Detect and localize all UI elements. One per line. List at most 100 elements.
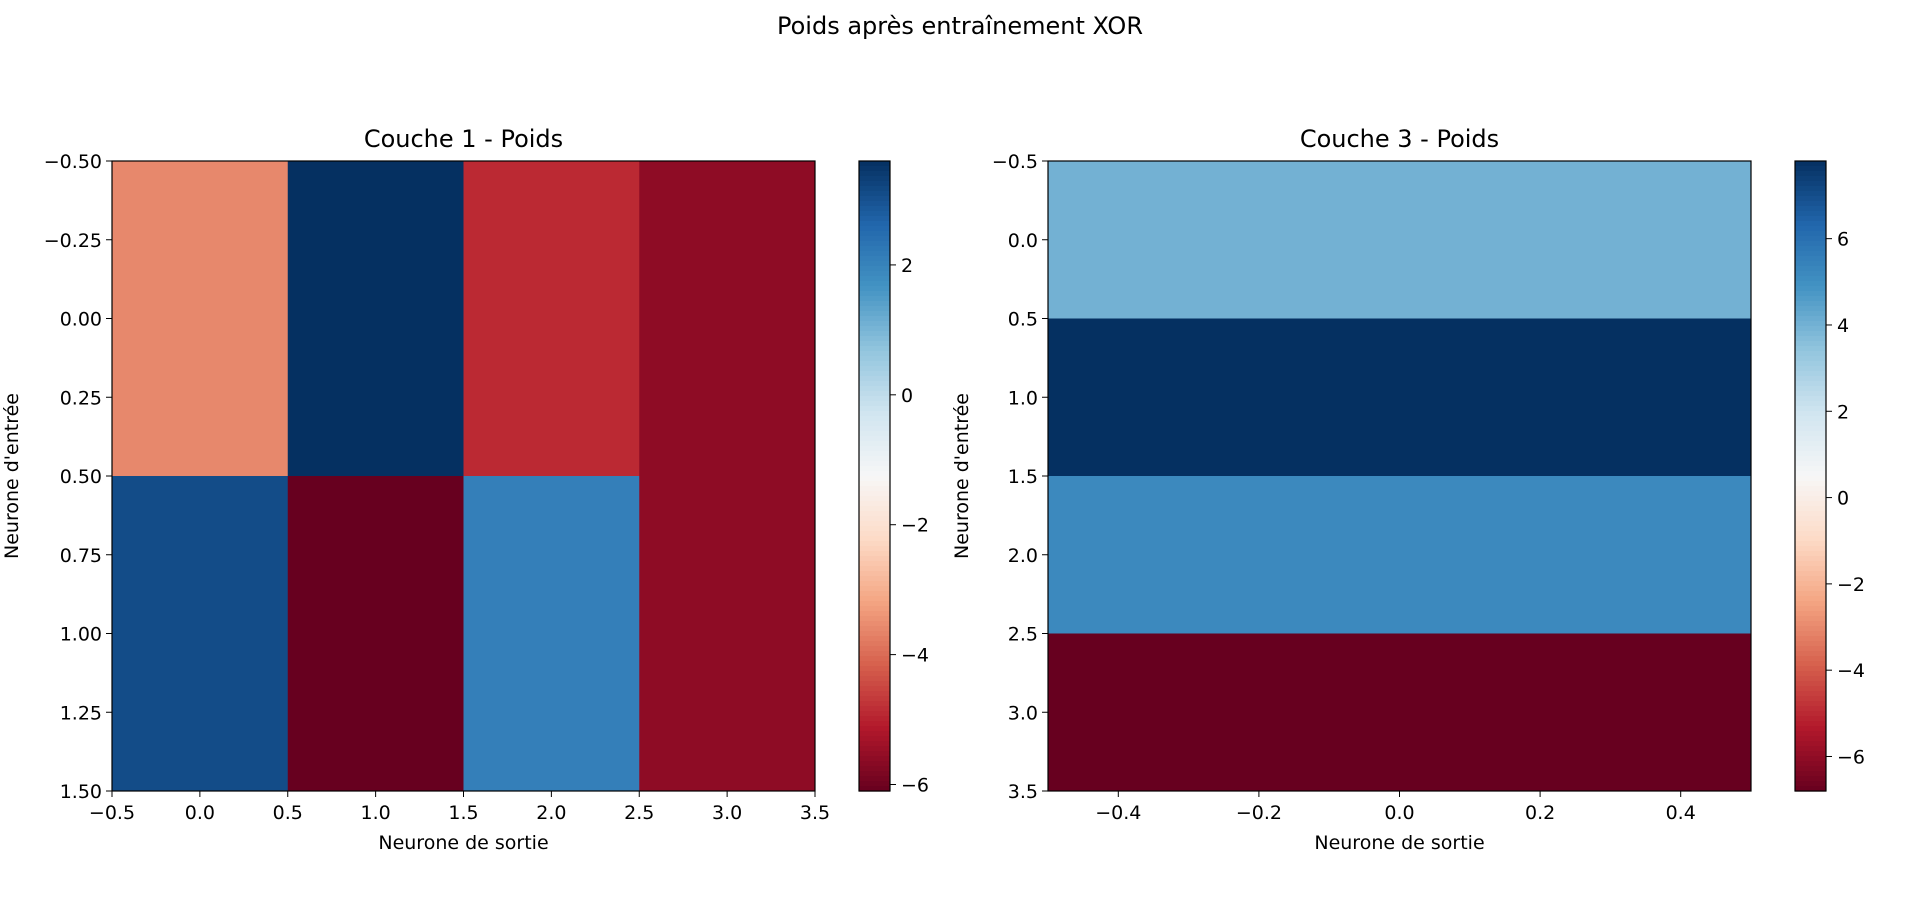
colorbar-segment [1795, 436, 1826, 442]
colorbar-segment [1795, 736, 1826, 742]
y-tick-label: 0.25 [60, 387, 102, 409]
colorbar-segment [859, 591, 890, 597]
colorbar-segment [859, 296, 890, 302]
y-tick-label: 1.0 [1008, 387, 1038, 409]
colorbar-segment [1795, 521, 1826, 527]
y-axis-label: Neurone d'entrée [951, 393, 973, 559]
colorbar-segment [1795, 786, 1826, 792]
colorbar-segment [1795, 491, 1826, 497]
colorbar-segment [859, 251, 890, 257]
colorbar-segment [1795, 706, 1826, 712]
colorbar-segment [1795, 581, 1826, 587]
colorbar-segment [859, 566, 890, 572]
colorbar-segment [1795, 601, 1826, 607]
colorbar-segment [859, 456, 890, 462]
colorbar-segment [1795, 631, 1826, 637]
colorbar-segment [859, 236, 890, 242]
colorbar-segment [1795, 506, 1826, 512]
colorbar-segment [859, 646, 890, 652]
colorbar-segment [859, 231, 890, 237]
colorbar-frame [1794, 160, 1827, 792]
colorbar-segment [1795, 566, 1826, 572]
colorbar-couche-1: −6 −4 −2 0 2 [858, 160, 929, 797]
colorbar-segment [859, 461, 890, 467]
colorbar-segment [1795, 636, 1826, 642]
colorbar-segment [859, 531, 890, 537]
heatmap-cell-r0-c0 [1048, 161, 1752, 319]
colorbar-segment [859, 181, 890, 187]
colorbar-frame [858, 160, 891, 792]
colorbar-segment [859, 491, 890, 497]
colorbar-segment [1795, 641, 1826, 647]
colorbar-segment [1795, 571, 1826, 577]
colorbar-segment [1795, 596, 1826, 602]
colorbar-tick-label: −4 [1837, 660, 1865, 682]
y-tick-label: 1.00 [60, 624, 102, 646]
colorbar-segment [1795, 246, 1826, 252]
colorbar-segment [859, 381, 890, 387]
colorbar-segment [1795, 686, 1826, 692]
colorbar-segment [859, 726, 890, 732]
colorbar-segment [859, 286, 890, 292]
panel-title: Couche 3 - Poids [1300, 125, 1499, 153]
colorbar-segment [1795, 176, 1826, 182]
colorbar-segment [859, 476, 890, 482]
colorbar-segment [1795, 361, 1826, 367]
colorbar-segment [859, 541, 890, 547]
colorbar-segment [859, 611, 890, 617]
colorbar-segment [859, 596, 890, 602]
colorbar-segment [1795, 616, 1826, 622]
heatmap-cell-r0-c2 [463, 161, 640, 477]
colorbar-segment [859, 466, 890, 472]
colorbar-segment [1795, 186, 1826, 192]
colorbar-segment [859, 741, 890, 747]
colorbar-segment [1795, 701, 1826, 707]
colorbar-segment [1795, 626, 1826, 632]
heatmap-cell-r1-c1 [287, 476, 464, 792]
colorbar-segment [859, 411, 890, 417]
colorbar-segment [1795, 661, 1826, 667]
colorbar-segment [1795, 416, 1826, 422]
colorbar-segment [859, 241, 890, 247]
y-tick-label: 0.0 [1008, 230, 1038, 252]
colorbar-segment [1795, 321, 1826, 327]
colorbar-segment [859, 191, 890, 197]
colorbar-segment [859, 526, 890, 532]
colorbar-segment [859, 616, 890, 622]
y-tick-label: 3.0 [1008, 702, 1038, 724]
colorbar-tick-label: 0 [1837, 488, 1849, 510]
colorbar-segment [859, 551, 890, 557]
colorbar-segment [1795, 501, 1826, 507]
colorbar-segment [1795, 376, 1826, 382]
colorbar-segment [1795, 261, 1826, 267]
colorbar-segment [859, 211, 890, 217]
colorbar-segment [859, 481, 890, 487]
colorbar-segment [1795, 396, 1826, 402]
x-tick-label: 2.5 [624, 802, 654, 824]
colorbar-segment [859, 721, 890, 727]
x-tick-label: −0.4 [1095, 802, 1141, 824]
colorbar-segment [859, 701, 890, 707]
colorbar-segment [859, 676, 890, 682]
colorbar-segment [859, 446, 890, 452]
colorbar-tick-label: −4 [901, 645, 929, 667]
colorbar-segment [859, 196, 890, 202]
colorbar-tick-label: −2 [1837, 574, 1865, 596]
colorbar-segment [859, 666, 890, 672]
colorbar-segment [859, 396, 890, 402]
colorbar-segment [1795, 526, 1826, 532]
colorbar-segment [1795, 356, 1826, 362]
colorbar-segment [1795, 201, 1826, 207]
x-tick-label: 3.5 [800, 802, 830, 824]
colorbar-segment [1795, 676, 1826, 682]
x-tick-label: 0.5 [273, 802, 303, 824]
colorbar-segment [859, 336, 890, 342]
colorbar-segment [1795, 726, 1826, 732]
x-tick-label: 1.5 [448, 802, 478, 824]
colorbar-segment [859, 546, 890, 552]
colorbar-segment [1795, 646, 1826, 652]
colorbar-segment [1795, 741, 1826, 747]
colorbar-segment [859, 751, 890, 757]
colorbar-segment [859, 716, 890, 722]
y-axis-label: Neurone d'entrée [1, 393, 23, 559]
